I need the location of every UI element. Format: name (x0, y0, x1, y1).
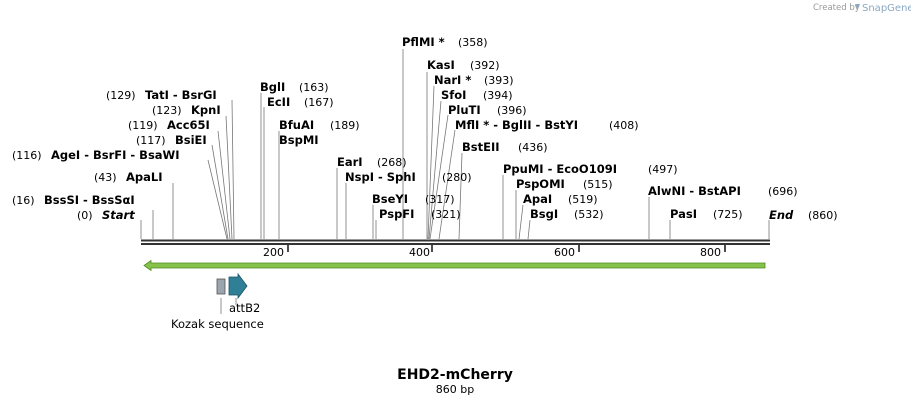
start-position: (0) (77, 209, 93, 222)
start-label: Start (102, 208, 135, 222)
site-name-bsgi: BsgI (530, 207, 558, 221)
site-pos-bsiei: (117) (136, 134, 166, 147)
site-name-apai: ApaI (523, 192, 552, 206)
site-name-tati: TatI - BsrGI (145, 88, 217, 102)
site-pos-eari: (268) (377, 156, 407, 169)
site-name-pflmi: PflMI * (402, 35, 445, 49)
site-pos-pluti: (396) (497, 104, 527, 117)
site-pos-kasi: (392) (470, 59, 500, 72)
site-name-bspmi: BspMI (279, 133, 319, 147)
site-pos-nari: (393) (484, 74, 514, 87)
site-pos-nspi: (280) (442, 171, 472, 184)
ruler: 200 400 600 800 (263, 245, 726, 259)
orf-arrow (143, 259, 766, 272)
attb2-label: attB2 (229, 301, 260, 315)
credit-text: Created by (813, 3, 860, 13)
site-name-kpni: KpnI (191, 103, 221, 117)
site-pos-mfli: (408) (609, 119, 639, 132)
ruler-tick-label: 600 (554, 246, 575, 259)
site-pos-bsssi: (16) (12, 194, 35, 207)
site-name-mfli: MflI * - BglII - BstYI (455, 118, 578, 132)
site-name-alwni: AlwNI - BstAPI (648, 184, 741, 198)
ruler-tick-label: 400 (409, 246, 430, 259)
site-pos-tati: (129) (106, 89, 136, 102)
site-name-agei: AgeI - BsrFI - BsaWI (51, 148, 180, 162)
site-pos-ppumi: (497) (648, 163, 678, 176)
site-pos-bfuai: (189) (330, 119, 360, 132)
site-pos-bseyi: (317) (425, 193, 455, 206)
end-position: (860) (808, 209, 838, 222)
site-pos-kpni: (123) (152, 104, 182, 117)
credit-brand: SnapGene (862, 3, 911, 14)
site-name-pspomi: PspOMI (516, 177, 565, 191)
ruler-tick-label: 800 (700, 246, 721, 259)
site-leader-lines (140, 49, 770, 240)
site-pos-bsteii: (436) (518, 141, 548, 154)
sequence-backbone (141, 239, 770, 245)
site-name-bsteii: BstEII (462, 140, 500, 154)
site-pos-apali: (43) (94, 171, 117, 184)
construct-length: 860 bp (436, 383, 474, 396)
site-name-bseyi: BseYI (372, 192, 408, 206)
site-pos-pspomi: (515) (583, 178, 613, 191)
site-pos-bgli: (163) (299, 81, 329, 94)
snapgene-logo-icon (855, 4, 860, 9)
site-name-ppumi: PpuMI - EcoO109I (503, 162, 617, 176)
kozak-feature (216, 278, 226, 314)
attb2-feature (228, 272, 248, 305)
site-name-nari: NarI * (434, 73, 471, 87)
kozak-label: Kozak sequence (171, 317, 264, 331)
site-pos-alwni: (696) (768, 185, 798, 198)
site-name-acc65i: Acc65I (167, 118, 210, 132)
site-pos-sfoi: (394) (483, 89, 513, 102)
site-pos-pasi: (725) (713, 208, 743, 221)
site-pos-bsgi: (532) (574, 208, 604, 221)
ruler-tick-label: 200 (263, 246, 284, 259)
site-name-pluti: PluTI (448, 103, 481, 117)
site-pos-pspfi: (321) (431, 208, 461, 221)
construct-title: EHD2-mCherry (397, 367, 513, 383)
site-name-bgli: BglI (260, 80, 285, 94)
site-name-eari: EarI (337, 155, 363, 169)
site-pos-acc65i: (119) (128, 119, 158, 132)
end-label: End (769, 208, 794, 222)
site-name-nspi: NspI - SphI (345, 170, 416, 184)
site-pos-apai: (519) (568, 193, 598, 206)
site-name-pspfi: PspFI (379, 207, 414, 221)
site-name-pasi: PasI (670, 207, 697, 221)
site-name-bfuai: BfuAI (279, 118, 314, 132)
site-name-sfoi: SfoI (441, 88, 466, 102)
site-pos-pflmi: (358) (458, 36, 488, 49)
site-name-bsiei: BsiEI (175, 133, 207, 147)
site-pos-ecii: (167) (304, 96, 334, 109)
site-name-ecii: EcII (267, 95, 290, 109)
site-pos-agei: (116) (12, 149, 42, 162)
site-name-kasi: KasI (427, 58, 455, 72)
site-name-bsssi: BssSI - BssSαI (44, 193, 135, 207)
site-name-apali: ApaLI (126, 170, 163, 184)
